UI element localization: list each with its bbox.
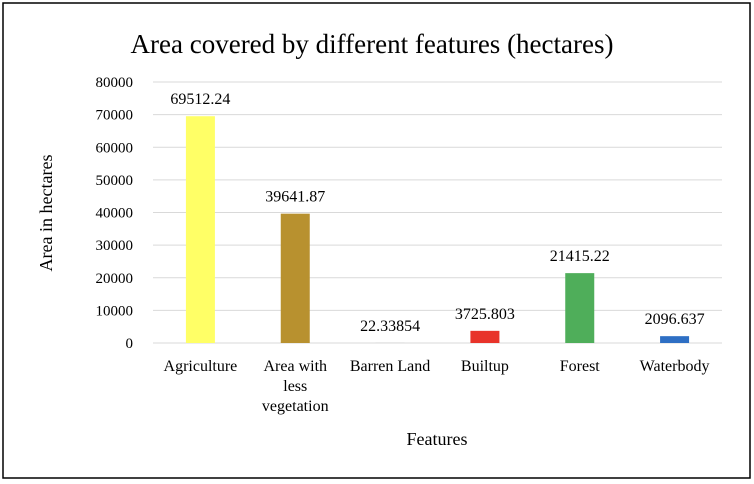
data-label: 21415.22 xyxy=(550,248,610,265)
y-tick-label: 40000 xyxy=(96,206,134,222)
y-tick-label: 20000 xyxy=(96,271,134,287)
data-labels: 69512.24 39641.87 22.33854 3725.803 21415.22… xyxy=(170,91,704,335)
y-axis-title: Area in hectares xyxy=(36,155,56,272)
y-tick-label: 0 xyxy=(126,336,134,352)
y-tick-label: 80000 xyxy=(96,75,134,91)
chart-title: Area covered by different features (hect… xyxy=(131,29,614,59)
y-tick-label: 60000 xyxy=(96,140,134,156)
y-tick-label: 50000 xyxy=(96,173,134,189)
category-label: Agriculture xyxy=(164,358,238,375)
bars xyxy=(185,116,690,344)
data-label: 2096.637 xyxy=(645,311,705,328)
category-label: Builtup xyxy=(461,358,509,375)
category-label: Waterbody xyxy=(640,358,710,375)
y-tick-label: 70000 xyxy=(96,108,134,124)
category-label: Area with less vegetation xyxy=(262,358,329,415)
data-label: 39641.87 xyxy=(265,189,325,206)
category-labels: Agriculture Area with less vegetation Barren… xyxy=(164,358,710,415)
y-tick-label: 10000 xyxy=(96,303,134,319)
data-label: 3725.803 xyxy=(455,306,515,323)
y-tick-label: 30000 xyxy=(96,238,134,254)
bar xyxy=(470,330,500,343)
bar xyxy=(185,116,215,344)
bar xyxy=(565,273,595,343)
data-label: 69512.24 xyxy=(170,91,230,108)
data-label: 22.33854 xyxy=(360,318,420,335)
gridlines xyxy=(153,81,722,344)
bar xyxy=(660,336,690,343)
bar xyxy=(375,342,405,343)
category-label: Barren Land xyxy=(350,358,430,375)
x-axis-title: Features xyxy=(407,429,468,449)
category-label: Forest xyxy=(560,358,601,375)
y-tick-labels: 0 10000 20000 30000 40000 50000 60000 70000 8000… xyxy=(96,75,134,352)
bar xyxy=(280,213,310,343)
